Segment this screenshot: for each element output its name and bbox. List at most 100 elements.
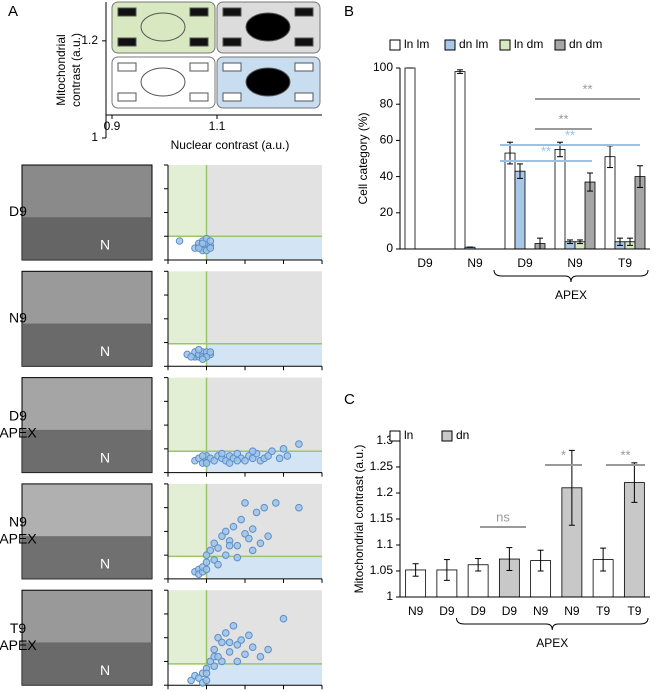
point <box>187 353 195 361</box>
schematic-nucleus <box>245 12 291 42</box>
error-bar <box>637 165 643 188</box>
error-bar <box>617 237 623 246</box>
legend-label: dn lm <box>459 37 488 51</box>
y-tick-label: 1.2 <box>81 33 98 47</box>
condition-label: N9 <box>9 514 27 530</box>
significance-label: ** <box>565 127 575 142</box>
error-bar <box>517 163 523 179</box>
point <box>202 565 211 574</box>
legend-swatch <box>444 39 456 51</box>
error-bar <box>568 449 575 526</box>
y-tick-label: 1.15 <box>370 511 394 525</box>
schematic-mitochondrion <box>117 92 137 102</box>
point <box>210 662 218 671</box>
point <box>198 239 207 248</box>
condition-label: N9 <box>9 310 27 326</box>
region-green <box>168 271 207 344</box>
schematic-mitochondrion <box>117 62 137 72</box>
group-bracket <box>456 617 649 631</box>
region-green <box>168 165 207 237</box>
point <box>202 669 211 678</box>
point <box>248 525 257 533</box>
schematic-nucleus <box>140 12 186 42</box>
schematic-mitochondrion <box>189 37 209 47</box>
point <box>195 674 203 682</box>
point <box>295 440 303 448</box>
point <box>210 645 218 654</box>
micrograph-label: N <box>100 237 110 253</box>
region-green <box>168 483 207 557</box>
point <box>202 459 211 467</box>
region-green <box>168 377 207 452</box>
y-tick-label: 1.05 <box>370 563 394 577</box>
significance-label: ** <box>582 81 592 96</box>
legend-swatch <box>389 430 401 442</box>
point <box>248 643 257 652</box>
condition-label: D9 <box>9 203 27 219</box>
micrograph-nucleus <box>22 429 152 473</box>
condition-label: APEX <box>0 531 37 547</box>
point <box>214 560 222 569</box>
schematic-nucleus <box>245 67 291 97</box>
micrograph-nucleus <box>22 323 152 367</box>
point <box>221 527 230 536</box>
micrograph-label: N <box>100 343 110 359</box>
error-bar <box>506 547 513 571</box>
condition-label: APEX <box>0 637 37 653</box>
point <box>233 456 242 465</box>
region-gray <box>206 271 322 344</box>
micrograph-nucleus <box>22 536 152 579</box>
point <box>175 237 184 245</box>
micrograph-nucleus <box>22 217 152 260</box>
schematic-mitochondrion <box>117 7 137 17</box>
schematic-mitochondrion <box>222 37 242 47</box>
region-green <box>168 590 207 664</box>
point <box>279 614 288 623</box>
bar <box>554 149 566 250</box>
point <box>237 515 245 524</box>
point <box>187 676 195 685</box>
point <box>260 503 269 512</box>
condition-label: T9 <box>10 620 27 636</box>
schematic-mitochondrion <box>222 92 242 102</box>
point <box>241 650 249 659</box>
schematic-mitochondrion <box>294 7 314 17</box>
point <box>218 532 226 540</box>
point <box>283 452 292 460</box>
error-bar <box>631 462 638 503</box>
region-gray <box>206 483 322 557</box>
y-tick-label: 100 <box>373 60 393 74</box>
point <box>214 633 222 642</box>
point <box>214 544 222 552</box>
micrograph-nucleus <box>22 642 152 686</box>
schematic-mitochondrion <box>189 62 209 72</box>
region-blue <box>206 236 322 260</box>
point <box>195 244 203 252</box>
point <box>279 445 288 453</box>
micrograph-label: N <box>100 556 110 572</box>
point <box>206 657 215 666</box>
point <box>229 622 238 630</box>
point <box>202 676 211 685</box>
x-tick-label: N9 <box>467 256 483 270</box>
y-tick-label: 1.2 <box>376 485 393 499</box>
error-bar <box>627 237 633 246</box>
legend-label: ln <box>404 428 413 442</box>
condition-label: D9 <box>9 407 27 423</box>
error-bar <box>577 239 583 245</box>
point <box>256 652 265 661</box>
point <box>221 629 230 637</box>
schematic-mitochondrion <box>222 62 242 72</box>
panel-label: C <box>344 391 355 408</box>
point <box>248 546 257 555</box>
point <box>237 636 245 644</box>
micrograph-label: N <box>100 449 110 465</box>
point <box>241 529 249 538</box>
point <box>218 449 226 458</box>
point <box>241 499 249 507</box>
legend-label: ln lm <box>404 37 429 51</box>
x-tick-label: D9 <box>517 256 533 270</box>
error-bar <box>600 547 607 572</box>
region-gray <box>206 165 322 237</box>
schematic-mitochondrion <box>294 37 314 47</box>
